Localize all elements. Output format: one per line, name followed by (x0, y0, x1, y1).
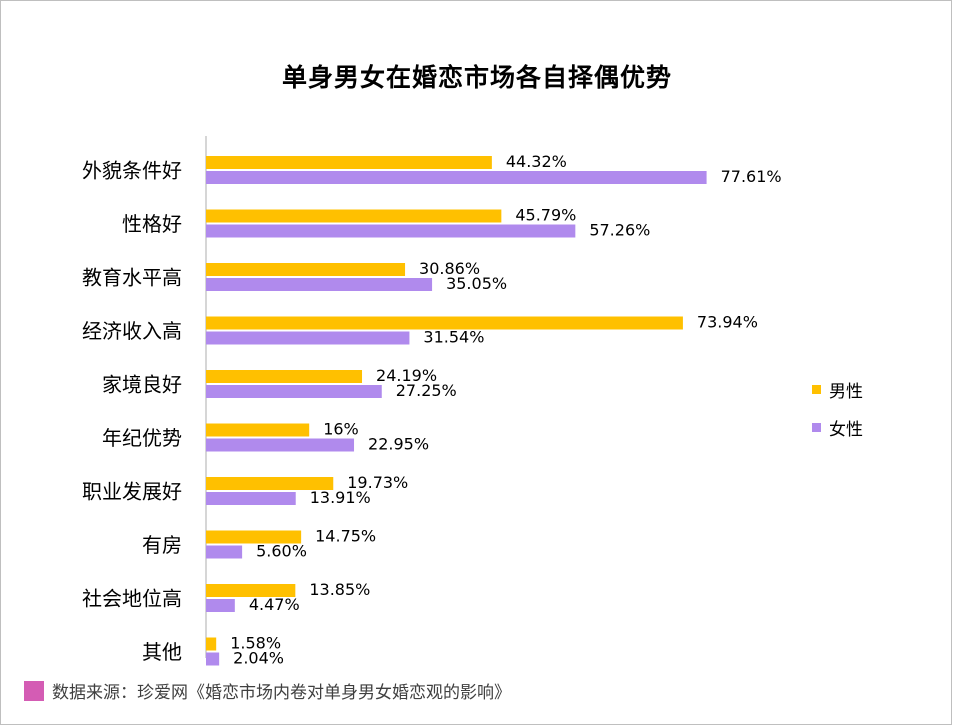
bar-male (206, 156, 492, 169)
bar-male (206, 584, 296, 597)
category-label: 家境良好 (102, 373, 182, 397)
bar-female (206, 385, 382, 398)
data-label-female: 5.60% (256, 542, 307, 561)
legend-item-male: 男性 (812, 370, 863, 408)
bar-male (206, 263, 406, 276)
bar-male (206, 637, 217, 651)
chart-legend: 男性 女性 (812, 370, 863, 446)
bar-female (206, 599, 235, 612)
bar-female (206, 331, 410, 345)
legend-swatch-female (812, 422, 821, 432)
category-label: 性格好 (122, 212, 182, 236)
legend-item-female: 女性 (812, 408, 863, 446)
category-label: 有房 (142, 533, 182, 557)
data-label-male: 19.73% (347, 473, 408, 492)
legend-swatch-male (812, 384, 821, 394)
data-label-male: 44.32% (506, 152, 567, 171)
category-label: 经济收入高 (82, 319, 182, 343)
data-label-female: 27.25% (396, 381, 457, 400)
bar-female (206, 438, 355, 452)
data-label-female: 13.91% (310, 488, 371, 507)
source-marker (24, 680, 44, 701)
data-label-female: 77.61% (721, 167, 782, 186)
category-label: 社会地位高 (82, 587, 182, 611)
bar-female (206, 171, 707, 184)
bar-male (206, 477, 334, 490)
data-label-female: 2.04% (233, 649, 284, 668)
category-label: 年纪优势 (102, 426, 182, 450)
chart-title: 单身男女在婚恋市场各自择偶优势 (281, 63, 672, 92)
data-label-male: 45.79% (515, 206, 576, 225)
data-label-male: 14.75% (315, 527, 376, 546)
bar-male (206, 316, 683, 330)
data-label-male: 16% (323, 420, 359, 439)
legend-label-female: 女性 (829, 419, 863, 440)
data-label-female: 31.54% (423, 328, 484, 347)
category-label: 外貌条件好 (82, 159, 182, 183)
data-label-male: 73.94% (697, 313, 758, 332)
data-label-female: 57.26% (589, 221, 650, 240)
bar-female (206, 545, 243, 559)
data-label-male: 13.85% (309, 580, 370, 599)
category-label: 职业发展好 (82, 480, 182, 504)
bar-male (206, 530, 302, 544)
source-note: 数据来源：珍爱网《婚恋市场内卷对单身男女婚恋观的影响》 (24, 678, 511, 703)
bar-female (206, 652, 220, 666)
legend-label-male: 男性 (829, 381, 863, 402)
data-label-male: 24.19% (376, 366, 437, 385)
bar-female (206, 278, 433, 291)
bar-male (206, 370, 363, 383)
data-label-male: 1.58% (230, 634, 281, 653)
category-label: 教育水平高 (82, 266, 182, 290)
bar-female (206, 224, 576, 238)
data-label-female: 4.47% (249, 595, 300, 614)
bar-female (206, 492, 296, 505)
bar-male (206, 423, 310, 437)
source-text: 数据来源：珍爱网《婚恋市场内卷对单身男女婚恋观的影响》 (52, 683, 511, 703)
data-label-male: 30.86% (419, 259, 480, 278)
data-label-female: 22.95% (368, 435, 429, 454)
bar-male (206, 209, 502, 223)
category-label: 其他 (142, 640, 182, 664)
data-label-female: 35.05% (446, 274, 507, 293)
